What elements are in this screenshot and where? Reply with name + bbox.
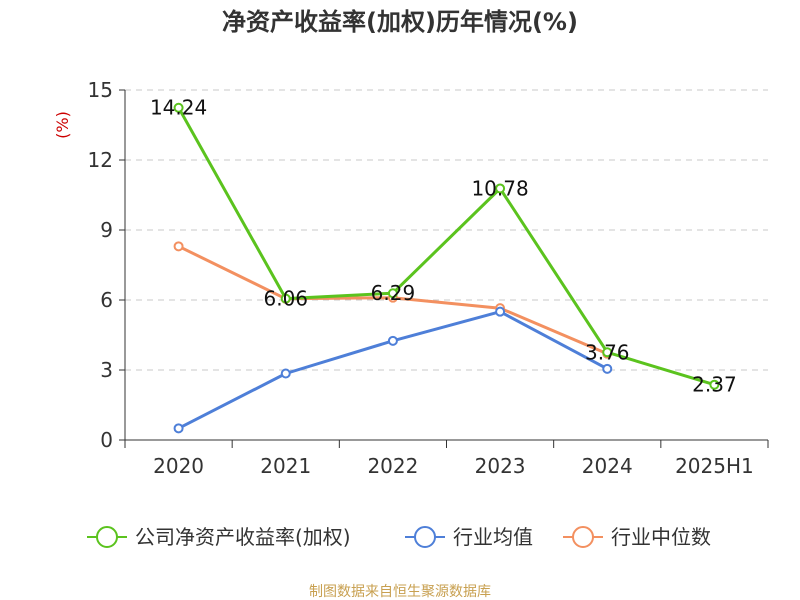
y-tick-label: 12 — [88, 148, 113, 172]
y-tick-label: 6 — [100, 288, 113, 312]
series-line — [177, 106, 715, 387]
legend-item[interactable]: 公司净资产收益率(加权) — [87, 525, 351, 549]
x-tick-label: 2022 — [367, 454, 418, 478]
legend-item[interactable]: 行业均值 — [405, 525, 533, 549]
data-point — [387, 288, 398, 299]
data-point — [280, 368, 291, 379]
data-labels: 14.24 6.06 6.29 10.78 3.76 2.37 — [150, 96, 737, 397]
legend-label: 行业中位数 — [611, 525, 711, 549]
legend-marker-icon — [414, 526, 436, 548]
x-tick-label: 2025H1 — [675, 454, 754, 478]
y-tick-label: 3 — [100, 358, 113, 382]
legend-marker-icon — [96, 526, 118, 548]
data-point — [387, 335, 398, 346]
data-point — [602, 347, 613, 358]
y-tick-label: 9 — [100, 218, 113, 242]
y-axis-unit: (%) — [53, 111, 72, 139]
data-label: 6.06 — [263, 287, 308, 311]
data-point — [602, 363, 613, 374]
legend-marker-icon — [572, 526, 594, 548]
y-tick-label: 15 — [88, 78, 113, 102]
source-note: 制图数据来自恒生聚源数据库 — [309, 584, 491, 600]
data-point — [709, 379, 720, 390]
x-tick-label: 2024 — [582, 454, 633, 478]
series-layer — [173, 102, 720, 434]
x-tick-label: 2020 — [153, 454, 204, 478]
chart-title: 净资产收益率(加权)历年情况(%) — [222, 8, 578, 36]
data-label: 6.29 — [371, 281, 416, 305]
data-point — [495, 306, 506, 317]
data-label: 3.76 — [585, 340, 630, 364]
data-label: 2.37 — [692, 373, 737, 397]
x-tick-label: 2023 — [475, 454, 526, 478]
x-tick-label: 2021 — [260, 454, 311, 478]
legend[interactable]: 公司净资产收益率(加权) 行业均值 行业中位数 — [87, 525, 711, 549]
data-point — [173, 102, 184, 113]
data-label: 10.78 — [471, 176, 528, 200]
data-label: 14.24 — [150, 96, 207, 120]
data-point — [173, 241, 184, 252]
data-point — [173, 423, 184, 434]
axes: 0 3 6 9 12 15 2020 2021 2022 2023 2024 2025H1 — [88, 78, 769, 478]
data-point — [495, 183, 506, 194]
legend-item[interactable]: 行业中位数 — [563, 525, 711, 549]
legend-label: 行业均值 — [453, 525, 533, 549]
data-point — [280, 293, 291, 304]
gridlines — [125, 89, 768, 371]
legend-label: 公司净资产收益率(加权) — [135, 525, 351, 549]
y-tick-label: 0 — [100, 428, 113, 452]
